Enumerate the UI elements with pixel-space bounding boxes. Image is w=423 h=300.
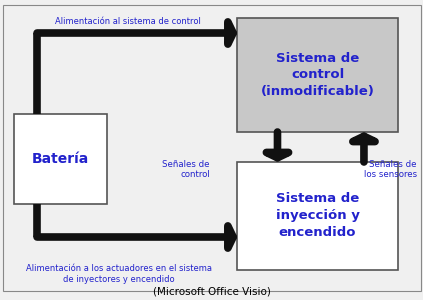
FancyBboxPatch shape [237, 18, 398, 132]
Text: Sistema de
control
(inmodificable): Sistema de control (inmodificable) [261, 52, 374, 98]
Text: (Microsoft Office Visio): (Microsoft Office Visio) [153, 287, 271, 297]
Text: Señales de
control: Señales de control [162, 160, 210, 179]
Text: Alimentación al sistema de control: Alimentación al sistema de control [55, 16, 201, 26]
Text: Sistema de
inyección y
encendido: Sistema de inyección y encendido [276, 193, 360, 239]
Text: Señales de
los sensores: Señales de los sensores [363, 160, 417, 179]
Text: Batería: Batería [32, 152, 89, 166]
Text: Alimentación a los actuadores en el sistema
de inyectores y encendido: Alimentación a los actuadores en el sist… [26, 264, 212, 284]
FancyBboxPatch shape [237, 162, 398, 270]
FancyBboxPatch shape [14, 114, 107, 204]
